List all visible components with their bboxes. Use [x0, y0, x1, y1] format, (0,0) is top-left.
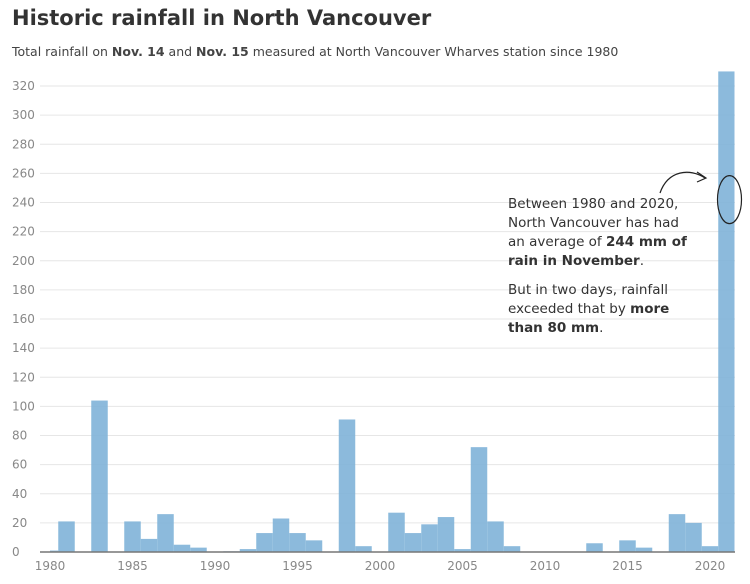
bar-2001: [388, 512, 405, 552]
bar-1996: [305, 540, 323, 552]
bar-2013: [586, 543, 603, 552]
annotation-text: .: [599, 320, 604, 336]
subtitle-text: measured at North Vancouver Wharves stat…: [248, 44, 619, 59]
chart-title: Historic rainfall in North Vancouver: [12, 6, 432, 30]
bar-1989: [190, 547, 207, 552]
bar-1988: [173, 544, 191, 552]
bar-1986: [140, 538, 158, 552]
y-tick-label: 240: [12, 196, 35, 210]
x-tick-label: 1990: [200, 559, 231, 573]
bar-2002: [404, 533, 422, 552]
y-tick-label: 280: [12, 137, 35, 151]
annotation-text: But in two days, rainfall exceeded that …: [508, 282, 668, 317]
bar-1993: [256, 533, 273, 552]
bar-1985: [124, 521, 141, 552]
x-tick-label: 2010: [530, 559, 561, 573]
y-tick-label: 20: [12, 516, 27, 530]
subtitle-date-1: Nov. 14: [111, 44, 165, 59]
x-tick-label: 2015: [612, 559, 643, 573]
chart-subtitle: Total rainfall on Nov. 14 and Nov. 15 me…: [12, 44, 618, 59]
bar-2005: [454, 549, 471, 552]
annotation-text: Between 1980 and 2020, North Vancouver h…: [508, 196, 679, 250]
y-tick-label: 40: [12, 487, 27, 501]
annotation-arrow: [659, 171, 706, 194]
x-tick-label: 1995: [282, 559, 313, 573]
bar-2018: [668, 514, 686, 552]
bar-2015: [619, 540, 636, 552]
bar-2007: [487, 521, 504, 552]
bar-2004: [437, 517, 455, 552]
y-tick-label: 80: [12, 429, 27, 443]
y-tick-label: 100: [12, 399, 35, 413]
x-tick-label: 1985: [117, 559, 148, 573]
bar-1999: [355, 546, 372, 552]
bar-2003: [421, 524, 438, 552]
y-tick-label: 60: [12, 458, 27, 472]
annotation-bold: 244 mm of rain in November: [508, 234, 687, 269]
bar-2019: [685, 522, 702, 552]
highlight-ellipse: [716, 174, 743, 225]
subtitle-date-2: Nov. 15: [196, 44, 249, 59]
bar-2008: [503, 546, 521, 552]
bar-1987: [157, 514, 174, 552]
y-tick-label: 180: [12, 283, 35, 297]
y-tick-label: 160: [12, 312, 35, 326]
bar-1981: [58, 521, 75, 552]
bar-2006: [470, 447, 488, 552]
bars: [50, 71, 735, 552]
bar-1994: [272, 518, 290, 552]
bar-1992: [239, 549, 257, 552]
y-tick-label: 300: [12, 108, 35, 122]
y-tick-label: 260: [12, 166, 35, 180]
bar-2016: [635, 547, 653, 552]
y-tick-label: 220: [12, 225, 35, 239]
x-tick-label: 1980: [35, 559, 66, 573]
x-tick-label: 2000: [365, 559, 396, 573]
x-tick-label: 2005: [447, 559, 478, 573]
subtitle-text: Total rainfall on: [12, 44, 112, 59]
annotation-text: .: [639, 253, 645, 269]
bar-2021: [718, 71, 735, 552]
y-tick-label: 0: [12, 545, 20, 559]
y-tick-label: 320: [12, 79, 35, 93]
bar-1998: [338, 419, 356, 552]
bar-2020: [701, 546, 719, 552]
y-tick-label: 200: [12, 254, 35, 268]
arrow-head-icon: [696, 171, 708, 183]
annotation: Between 1980 and 2020, North Vancouver h…: [508, 195, 698, 348]
bar-1983: [91, 400, 108, 552]
y-tick-label: 120: [12, 370, 35, 384]
annotation-bold: more than 80 mm: [508, 301, 670, 336]
subtitle-text: and: [164, 44, 197, 59]
x-tick-label: 2020: [695, 559, 726, 573]
bar-1995: [289, 533, 306, 552]
y-tick-label: 140: [12, 341, 35, 355]
